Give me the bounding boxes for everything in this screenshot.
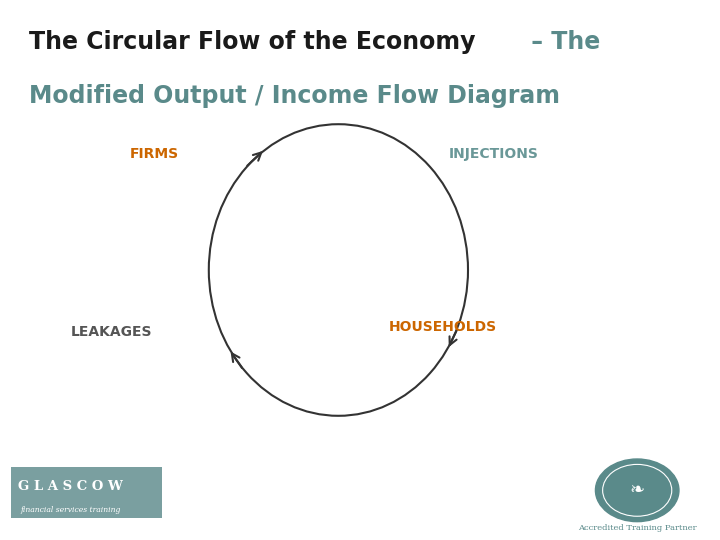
Text: HOUSEHOLDS: HOUSEHOLDS — [389, 320, 497, 334]
Text: The Circular Flow of the Economy: The Circular Flow of the Economy — [29, 30, 475, 53]
Text: ❧: ❧ — [629, 481, 645, 500]
Text: INJECTIONS: INJECTIONS — [449, 147, 538, 161]
Text: financial services training: financial services training — [20, 507, 120, 514]
Text: LEAKAGES: LEAKAGES — [71, 325, 153, 339]
Text: – The: – The — [523, 30, 600, 53]
Text: FIRMS: FIRMS — [130, 147, 179, 161]
Text: Modified Output / Income Flow Diagram: Modified Output / Income Flow Diagram — [29, 84, 560, 107]
Circle shape — [595, 459, 679, 522]
FancyBboxPatch shape — [11, 467, 162, 518]
Text: Accredited Training Partner: Accredited Training Partner — [578, 524, 696, 532]
Text: G L A S C O W: G L A S C O W — [18, 480, 123, 492]
